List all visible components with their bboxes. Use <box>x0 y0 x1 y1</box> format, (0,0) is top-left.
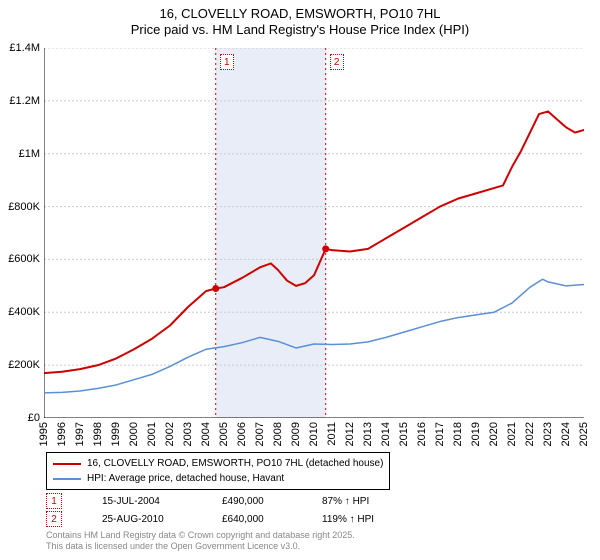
legend-swatch-1 <box>53 463 81 465</box>
x-tick-label: 2007 <box>254 422 266 446</box>
legend-label-1: 16, CLOVELLY ROAD, EMSWORTH, PO10 7HL (d… <box>87 456 383 471</box>
marker-date-1: 15-JUL-2004 <box>102 496 222 507</box>
y-tick-label: £400K <box>8 306 40 318</box>
x-tick-label: 2011 <box>326 422 338 446</box>
marker-table: 1 15-JUL-2004 £490,000 87% ↑ HPI 2 25-AU… <box>46 492 442 528</box>
marker-price-1: £490,000 <box>222 496 322 507</box>
y-tick-label: £600K <box>8 253 40 265</box>
legend-label-2: HPI: Average price, detached house, Hava… <box>87 471 284 486</box>
x-tick-label: 2019 <box>470 422 482 446</box>
x-tick-label: 2021 <box>506 422 518 446</box>
x-tick-label: 1997 <box>74 422 86 446</box>
marker-box-1: 1 <box>46 493 62 509</box>
x-tick-label: 2025 <box>578 422 590 446</box>
x-tick-label: 2018 <box>452 422 464 446</box>
x-tick-label: 2023 <box>542 422 554 446</box>
x-tick-label: 1998 <box>92 422 104 446</box>
marker-pct-2: 119% ↑ HPI <box>322 514 442 525</box>
footer-line-1: Contains HM Land Registry data © Crown c… <box>46 530 355 541</box>
title-line-1: 16, CLOVELLY ROAD, EMSWORTH, PO10 7HL <box>0 6 600 22</box>
x-tick-label: 2020 <box>488 422 500 446</box>
x-tick-label: 2014 <box>380 422 392 446</box>
chart-svg <box>44 48 584 418</box>
chart-plot-area: £0£200K£400K£600K£800K£1M£1.2M£1.4M19951… <box>44 48 584 418</box>
x-tick-label: 2002 <box>164 422 176 446</box>
x-tick-label: 2008 <box>272 422 284 446</box>
x-tick-label: 2013 <box>362 422 374 446</box>
marker-pct-1: 87% ↑ HPI <box>322 496 442 507</box>
legend: 16, CLOVELLY ROAD, EMSWORTH, PO10 7HL (d… <box>46 452 390 490</box>
x-tick-label: 2022 <box>524 422 536 446</box>
x-tick-label: 2009 <box>290 422 302 446</box>
x-tick-label: 1999 <box>110 422 122 446</box>
x-tick-label: 2012 <box>344 422 356 446</box>
chart-marker-box: 2 <box>330 54 344 70</box>
marker-box-2: 2 <box>46 511 62 527</box>
x-tick-label: 2004 <box>200 422 212 446</box>
x-tick-label: 2016 <box>416 422 428 446</box>
x-tick-label: 2017 <box>434 422 446 446</box>
marker-row-1: 1 15-JUL-2004 £490,000 87% ↑ HPI <box>46 492 442 510</box>
x-tick-label: 2010 <box>308 422 320 446</box>
x-tick-label: 2000 <box>128 422 140 446</box>
y-tick-label: £200K <box>8 359 40 371</box>
marker-row-2: 2 25-AUG-2010 £640,000 119% ↑ HPI <box>46 510 442 528</box>
legend-swatch-2 <box>53 478 81 480</box>
legend-row-1: 16, CLOVELLY ROAD, EMSWORTH, PO10 7HL (d… <box>53 456 383 471</box>
y-tick-label: £1M <box>19 148 40 160</box>
y-tick-label: £1.2M <box>9 95 40 107</box>
x-tick-label: 2024 <box>560 422 572 446</box>
marker-price-2: £640,000 <box>222 514 322 525</box>
x-tick-label: 1996 <box>56 422 68 446</box>
legend-row-2: HPI: Average price, detached house, Hava… <box>53 471 383 486</box>
chart-marker-box: 1 <box>220 54 234 70</box>
y-tick-label: £800K <box>8 201 40 213</box>
chart-title: 16, CLOVELLY ROAD, EMSWORTH, PO10 7HL Pr… <box>0 0 600 39</box>
x-tick-label: 1995 <box>38 422 50 446</box>
footer-line-2: This data is licensed under the Open Gov… <box>46 541 355 552</box>
footer: Contains HM Land Registry data © Crown c… <box>46 530 355 553</box>
marker-date-2: 25-AUG-2010 <box>102 514 222 525</box>
y-tick-label: £1.4M <box>9 42 40 54</box>
x-tick-label: 2001 <box>146 422 158 446</box>
x-tick-label: 2003 <box>182 422 194 446</box>
x-tick-label: 2006 <box>236 422 248 446</box>
x-tick-label: 2015 <box>398 422 410 446</box>
x-tick-label: 2005 <box>218 422 230 446</box>
title-line-2: Price paid vs. HM Land Registry's House … <box>0 22 600 38</box>
